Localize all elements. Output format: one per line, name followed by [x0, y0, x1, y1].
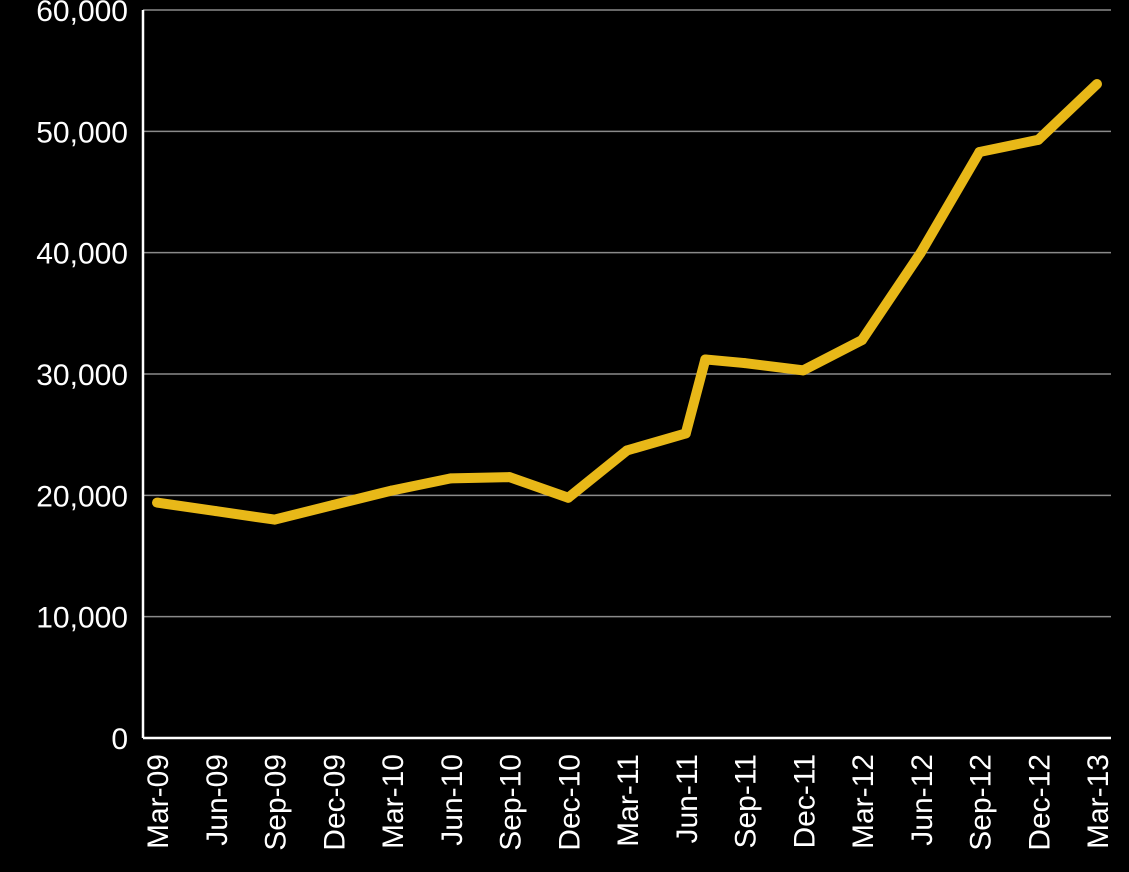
- data-point: [974, 146, 985, 157]
- data-point: [700, 354, 711, 365]
- data-point: [563, 492, 574, 503]
- x-tick-label: Mar-11: [612, 754, 645, 847]
- data-point: [328, 500, 339, 511]
- data-point: [915, 247, 926, 258]
- data-point: [680, 428, 691, 439]
- x-tick-label: Sep-10: [495, 754, 528, 851]
- x-tick-label: Mar-10: [377, 754, 410, 849]
- y-tick-label: 30,000: [36, 359, 128, 392]
- x-tick-label: Dec-09: [318, 754, 351, 851]
- data-point: [857, 335, 867, 346]
- y-tick-label: 60,000: [36, 0, 128, 28]
- data-point: [1092, 79, 1102, 90]
- x-tick-label: Jun-10: [436, 754, 469, 846]
- data-point: [504, 472, 515, 483]
- y-tick-label: 10,000: [36, 602, 128, 635]
- x-axis-ticks: Mar-09 Jun-09 Sep-09 Dec-09 Mar-10 Jun-10 Sep-…: [142, 754, 1115, 851]
- data-point: [387, 485, 397, 496]
- x-tick-label: Jun-12: [906, 754, 939, 846]
- data-point: [269, 514, 280, 525]
- x-tick-label: Sep-12: [965, 754, 998, 851]
- y-tick-label: 50,000: [36, 116, 128, 149]
- y-tick-label: 0: [111, 723, 128, 756]
- data-point: [798, 365, 809, 376]
- axes: [141, 10, 1111, 740]
- x-tick-label: Mar-13: [1082, 754, 1115, 849]
- gridlines: [143, 9, 1111, 618]
- data-point: [1033, 134, 1044, 145]
- data-point: [739, 358, 750, 369]
- y-tick-label: 40,000: [36, 238, 128, 271]
- series-layer: [152, 79, 1102, 525]
- x-tick-label: Jun-09: [201, 754, 234, 846]
- x-tick-label: Dec-10: [553, 754, 586, 851]
- x-tick-label: Dec-12: [1023, 754, 1056, 851]
- x-tick-label: Sep-09: [260, 754, 293, 851]
- x-tick-label: Mar-09: [142, 754, 175, 849]
- data-point: [445, 473, 456, 484]
- data-point: [152, 497, 162, 508]
- data-point: [210, 506, 221, 517]
- x-tick-label: Jun-11: [671, 754, 704, 844]
- y-tick-label: 20,000: [36, 480, 128, 513]
- x-tick-label: Dec-11: [788, 754, 821, 848]
- x-tick-label: Sep-11: [730, 754, 763, 849]
- x-tick-label: Mar-12: [847, 754, 880, 849]
- series-line: [156, 80, 1101, 525]
- y-axis-ticks: 0 10,000 20,000 30,000 40,000 50,000 60,000: [36, 0, 128, 756]
- data-point: [622, 445, 632, 456]
